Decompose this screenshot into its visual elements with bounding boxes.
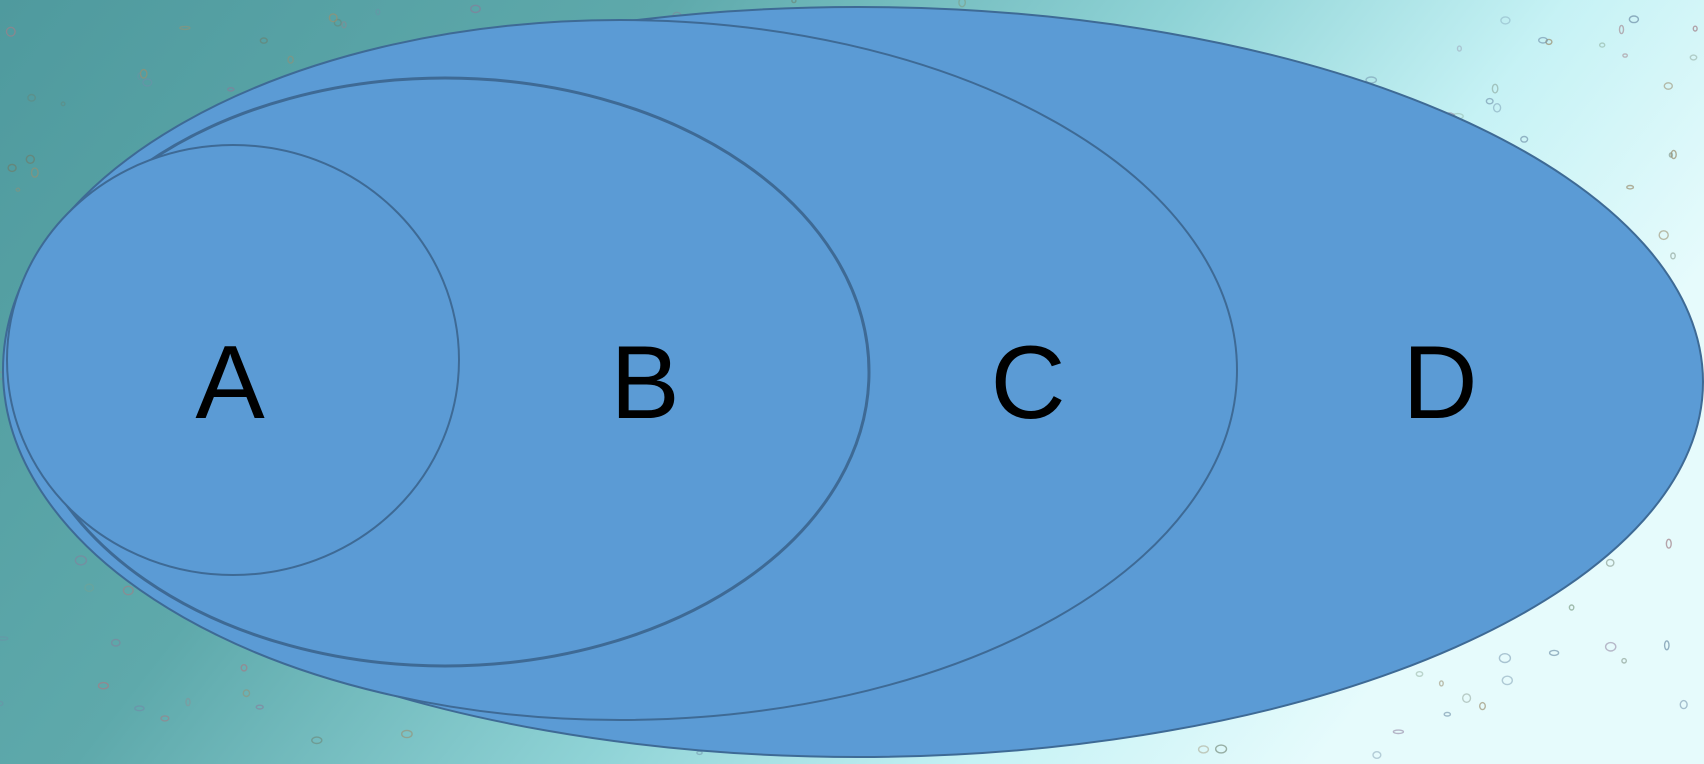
texture-speck [1214,744,1228,754]
texture-speck [400,729,413,739]
texture-speck [1456,45,1462,52]
texture-speck [1626,184,1635,190]
texture-speck [311,736,323,745]
texture-speck [179,25,191,31]
set-c-label: C [990,325,1065,441]
texture-speck [328,13,338,23]
texture-speck [142,78,153,87]
texture-speck [1197,745,1210,754]
texture-speck [5,26,16,37]
texture-speck [1461,693,1472,703]
texture-speck [60,101,66,107]
texture-speck [134,705,145,712]
texture-speck [0,700,4,707]
texture-speck [341,21,347,29]
texture-speck [1689,54,1698,61]
set-d-label: D [1402,325,1477,441]
texture-speck [1670,149,1677,160]
texture-speck [1598,42,1606,48]
texture-speck [25,154,35,165]
texture-speck [1392,729,1405,735]
texture-speck [255,704,264,710]
texture-speck [1501,675,1514,686]
texture-speck [1692,25,1698,32]
texture-speck [1663,82,1674,90]
texture-speck [15,187,21,192]
set-b-label: B [610,325,679,441]
texture-speck [1568,604,1575,611]
texture-speck [1491,83,1499,94]
texture-speck [1500,16,1511,25]
set-a-ellipse[interactable] [6,144,460,576]
texture-speck [791,0,797,4]
texture-speck [333,18,342,27]
texture-speck [1485,97,1494,105]
texture-speck [1520,135,1529,143]
texture-speck [958,0,966,8]
texture-speck [1443,711,1452,717]
texture-speck [1537,36,1548,44]
texture-speck [1415,671,1424,678]
texture-speck [74,555,88,566]
texture-speck [1548,649,1560,657]
texture-speck [1498,652,1512,664]
texture-speck [242,689,251,698]
texture-speck [7,163,17,173]
texture-speck [240,664,248,672]
texture-speck [110,638,121,647]
texture-speck [1492,103,1502,113]
texture-speck [1621,657,1628,664]
set-a-label: A [195,325,265,441]
texture-speck [287,55,294,64]
texture-speck [97,681,110,690]
texture-speck [1628,15,1640,24]
texture-speck [185,697,191,707]
texture-speck [139,68,148,79]
texture-speck [1618,24,1625,35]
texture-speck [1372,751,1382,760]
texture-speck [259,37,268,44]
texture-speck [1665,538,1672,549]
texture-speck [470,4,481,14]
texture-speck [1478,701,1486,711]
texture-speck [122,585,134,596]
texture-speck [1663,640,1670,651]
texture-speck [1605,558,1615,567]
texture-speck [1438,680,1444,687]
texture-speck [1658,230,1669,241]
texture-speck [160,715,170,722]
texture-speck [1679,699,1688,710]
texture-speck [27,93,36,102]
texture-speck [226,87,235,92]
texture-speck [1670,252,1676,260]
texture-speck [0,636,9,641]
texture-speck [84,583,95,593]
texture-speck [30,167,39,178]
texture-speck [1604,641,1617,652]
texture-speck [375,8,381,16]
texture-speck [1622,53,1629,58]
